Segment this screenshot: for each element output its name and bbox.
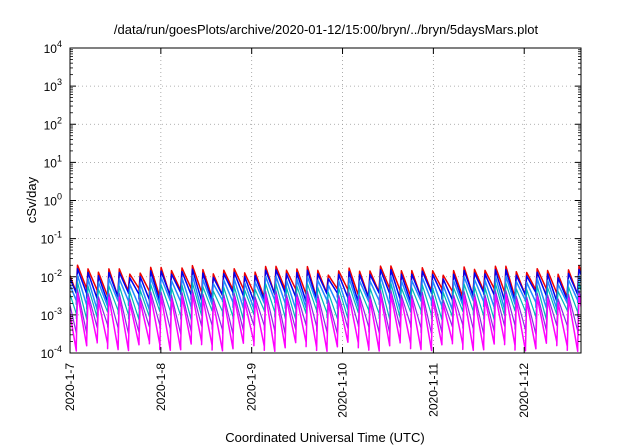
x-tick-label: 2020-1-11 — [426, 363, 440, 417]
data-series-group — [70, 264, 581, 352]
y-tick-label: 104 — [44, 39, 62, 56]
chart-title: /data/run/goesPlots/archive/2020-01-12/1… — [114, 22, 539, 37]
series-line-6 — [70, 292, 581, 352]
y-tick-label: 101 — [44, 153, 62, 170]
y-tick-label: 103 — [44, 77, 62, 94]
x-tick-label: 2020-1-10 — [336, 363, 350, 418]
y-tick-label: 10-1 — [41, 230, 62, 247]
y-tick-label: 10-2 — [41, 268, 62, 285]
x-tick-labels: 2020-1-7 2020-1-8 2020-1-9 2020-1-10 2020-1-… — [63, 363, 531, 418]
x-tick-label: 2020-1-7 — [63, 363, 77, 411]
grid-lines — [70, 48, 581, 353]
y-axis-title: cSv/day — [24, 176, 39, 223]
axis-ticks — [69, 47, 581, 354]
y-tick-label: 102 — [44, 115, 62, 132]
x-tick-label: 2020-1-9 — [245, 363, 259, 411]
y-tick-label: 100 — [44, 192, 62, 209]
y-tick-labels: 10-4 10-3 10-2 10-1 100 101 102 103 104 — [41, 39, 62, 361]
y-tick-label: 10-3 — [41, 306, 62, 323]
y-tick-label: 10-4 — [41, 344, 62, 361]
x-tick-label: 2020-1-12 — [517, 363, 531, 418]
x-tick-label: 2020-1-8 — [154, 363, 168, 411]
x-axis-title: Coordinated Universal Time (UTC) — [225, 430, 424, 445]
